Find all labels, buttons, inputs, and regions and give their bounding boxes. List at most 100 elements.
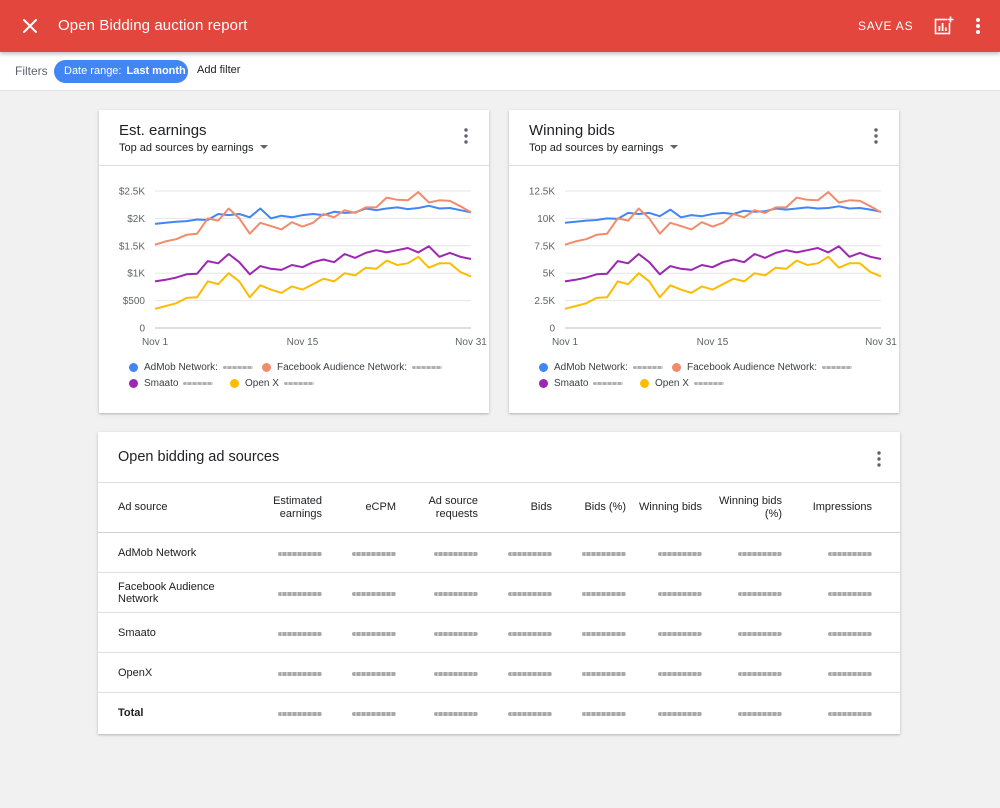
legend-dot	[129, 363, 138, 372]
add-filter-button[interactable]: Add filter	[197, 64, 241, 76]
table-cell	[786, 653, 900, 693]
legend-item-smaato: Smaato	[129, 378, 214, 389]
app-menu-button[interactable]	[968, 14, 988, 38]
redacted-value	[222, 366, 253, 369]
ad-sources-table-card: Open bidding ad sources Ad source Estima…	[98, 432, 900, 734]
redacted-value	[658, 711, 702, 716]
table-cell	[326, 573, 400, 613]
legend-item-admob: AdMob Network:	[129, 362, 253, 373]
table-cell	[630, 653, 706, 693]
table-cell	[786, 693, 900, 733]
legend-dot	[129, 379, 138, 388]
redacted-value	[738, 711, 782, 716]
table-cell	[400, 693, 482, 733]
y-tick-label: $2.5K	[119, 187, 145, 198]
table-menu-button[interactable]	[869, 449, 889, 469]
table-cell	[556, 693, 630, 733]
redacted-value	[738, 591, 782, 596]
more-vert-icon	[464, 128, 468, 144]
redacted-value	[693, 382, 724, 385]
table-cell	[326, 613, 400, 653]
table-title: Open bidding ad sources	[118, 449, 280, 465]
redacted-value	[434, 551, 478, 556]
table-cell	[482, 613, 556, 653]
column-header[interactable]: Winning bids	[639, 501, 702, 513]
card-menu-button[interactable]	[866, 126, 886, 146]
more-vert-icon	[976, 18, 980, 34]
table-cell	[482, 533, 556, 573]
redacted-value	[508, 711, 552, 716]
redacted-value	[352, 671, 396, 676]
x-tick-label: Nov 1	[142, 337, 169, 348]
series-line-admob-network	[564, 205, 882, 224]
ad-source-name: AdMob Network	[118, 546, 197, 559]
metric-dropdown[interactable]: Top ad sources by earnings	[529, 142, 678, 154]
y-tick-label: 7.5K	[534, 241, 555, 252]
redacted-value	[738, 631, 782, 636]
column-header[interactable]: Ad source	[118, 501, 168, 513]
redacted-value	[658, 551, 702, 556]
add-chart-button[interactable]	[932, 14, 956, 38]
column-header[interactable]: Bids	[530, 501, 552, 513]
divider	[99, 165, 489, 166]
redacted-value	[283, 382, 314, 385]
table-cell	[326, 653, 400, 693]
redacted-value	[352, 551, 396, 556]
column-header[interactable]: Impressions	[812, 501, 872, 513]
earnings-line-chart: 0 $500 $1K $1.5K $2K $2.5K Nov 1 Nov 15 Nov 31	[119, 187, 487, 349]
card-menu-button[interactable]	[456, 126, 476, 146]
legend-item-smaato: Smaato	[539, 378, 624, 389]
redacted-value	[434, 631, 478, 636]
column-header[interactable]: Ad source requests	[428, 494, 478, 520]
series-line-smaato	[154, 245, 472, 283]
legend-dot	[672, 363, 681, 372]
save-as-button[interactable]: SAVE AS	[858, 19, 914, 33]
y-tick-label: $1.5K	[119, 241, 145, 252]
metric-dropdown[interactable]: Top ad sources by earnings	[119, 142, 268, 154]
winning-bids-line-chart: 0 2.5K 5K 7.5K 10K 12.5K Nov 1 Nov 15 Nov 31	[529, 187, 897, 349]
series-line-open-x	[154, 255, 472, 310]
y-tick-label: 2.5K	[534, 296, 555, 307]
column-header[interactable]: eCPM	[365, 501, 396, 513]
redacted-value	[828, 711, 872, 716]
dropdown-label: Top ad sources by earnings	[529, 142, 664, 154]
table-cell	[630, 573, 706, 613]
table-cell	[260, 693, 326, 733]
table-cell	[400, 573, 482, 613]
redacted-value	[828, 591, 872, 596]
y-tick-label: 12.5K	[529, 187, 555, 198]
table-cell	[556, 533, 630, 573]
table-cell	[786, 573, 900, 613]
table-cell	[706, 693, 786, 733]
table-cell	[260, 613, 326, 653]
table-cell	[400, 533, 482, 573]
ad-source-name: Smaato	[118, 626, 156, 639]
redacted-value	[582, 551, 626, 556]
chip-label: Date range:	[64, 65, 122, 77]
series-line-facebook-audience-network	[154, 191, 472, 246]
redacted-value	[593, 382, 624, 385]
date-range-chip[interactable]: Date range: Last month	[54, 60, 188, 83]
winning-bids-chart-card: Winning bids Top ad sources by earnings …	[509, 110, 899, 413]
redacted-value	[352, 711, 396, 716]
column-header[interactable]: Bids (%)	[584, 501, 626, 513]
y-tick-label: 5K	[543, 269, 556, 280]
ad-source-name: Facebook Audience Network	[118, 580, 215, 605]
legend-item-facebook: Facebook Audience Network:	[672, 362, 853, 373]
legend-label: AdMob Network:	[554, 362, 628, 373]
table-cell	[260, 533, 326, 573]
close-button[interactable]	[16, 12, 44, 40]
legend-label: Smaato	[144, 378, 179, 389]
legend-item-admob: AdMob Network:	[539, 362, 663, 373]
column-header[interactable]: Winning bids (%)	[719, 494, 782, 520]
divider	[509, 165, 899, 166]
dropdown-arrow-icon	[259, 145, 268, 149]
table-cell	[630, 693, 706, 733]
redacted-value	[508, 631, 552, 636]
redacted-value	[183, 382, 214, 385]
redacted-value	[352, 631, 396, 636]
redacted-value	[658, 671, 702, 676]
page-title: Open Bidding auction report	[58, 17, 248, 34]
x-tick-label: Nov 1	[552, 337, 579, 348]
column-header[interactable]: Estimated earnings	[273, 494, 322, 520]
